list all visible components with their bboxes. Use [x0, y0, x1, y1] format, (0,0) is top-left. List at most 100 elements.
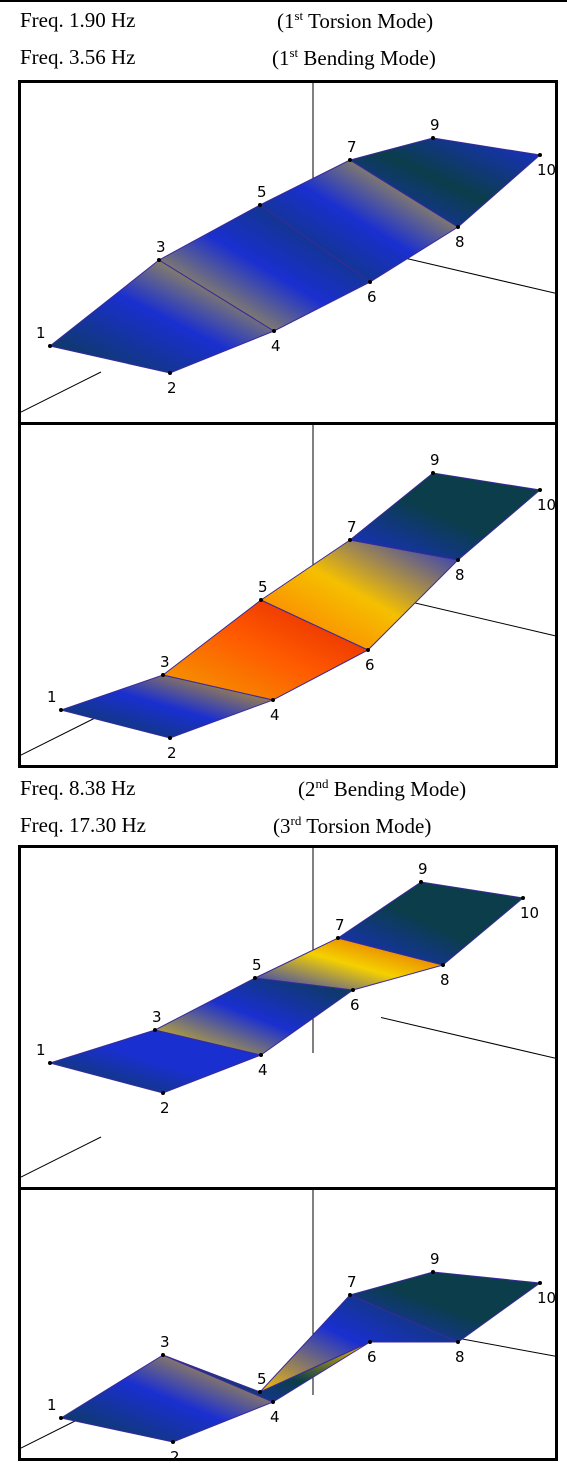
mode-num: (1: [272, 46, 290, 70]
node: [259, 598, 263, 602]
node: [368, 280, 372, 284]
mode-panel: 1 2 3 4 5 6 7 8 9 10: [18, 1187, 558, 1463]
node: [153, 1028, 157, 1032]
node-label: 2: [167, 379, 177, 397]
surface-patch: [59, 1354, 275, 1443]
mode: (1st Bending Mode): [272, 45, 436, 71]
freq: Freq. 1.90 Hz: [20, 8, 136, 32]
node-label: 4: [270, 706, 280, 724]
node-label: 3: [160, 1333, 170, 1351]
node: [348, 158, 352, 162]
node-label: 9: [430, 451, 440, 469]
mode-name: Torsion Mode): [303, 9, 434, 33]
node-label: 4: [258, 1061, 268, 1079]
node-label: 2: [170, 1448, 180, 1458]
node: [271, 1400, 275, 1404]
node-label: 1: [36, 324, 46, 342]
node: [348, 538, 352, 542]
node: [456, 558, 460, 562]
node-label: 3: [156, 238, 166, 256]
node: [368, 1340, 372, 1344]
node-label: 9: [430, 116, 440, 134]
node: [258, 203, 262, 207]
node: [419, 880, 423, 884]
freq: Freq. 8.38 Hz: [20, 776, 136, 800]
mode-sup: st: [289, 45, 299, 60]
node: [441, 963, 445, 967]
node-label: 5: [258, 578, 268, 596]
axis: [380, 252, 556, 294]
mode-panel: 1 2 3 4 5 6 7 8 9 10: [18, 80, 558, 425]
node-label: 2: [160, 1099, 170, 1117]
mode: (3rd Torsion Mode): [273, 813, 431, 839]
node-label: 10: [537, 496, 555, 514]
mode-plot: 1 2 3 4 5 6 7 8 9 10: [20, 425, 556, 762]
node-label: 10: [520, 904, 539, 922]
freq: Freq. 3.56 Hz: [20, 45, 136, 69]
node-label: 1: [36, 1041, 46, 1059]
node: [366, 648, 370, 652]
mode-plot: 1 2 3 4 5 6 7 8 9 10: [20, 83, 556, 413]
mode: (1st Torsion Mode): [277, 8, 433, 34]
mode-plot: 1 2 3 4 5 6 7 8 9 10: [20, 848, 556, 1178]
node-label: 6: [350, 996, 360, 1014]
node: [431, 471, 435, 475]
node: [161, 1353, 165, 1357]
mode-num: (3: [273, 814, 291, 838]
node: [521, 896, 525, 900]
node: [272, 329, 276, 333]
node-label: 8: [440, 971, 450, 989]
node: [538, 1281, 542, 1285]
node-label: 8: [455, 1348, 465, 1366]
node: [538, 488, 542, 492]
node: [348, 1293, 352, 1297]
node: [168, 371, 172, 375]
node: [431, 136, 435, 140]
node: [431, 1270, 435, 1274]
axis: [380, 1017, 556, 1059]
mode-panel: 1 2 3 4 5 6 7 8 9 10: [18, 845, 558, 1190]
node: [48, 344, 52, 348]
mode-sup: nd: [315, 776, 329, 791]
node: [351, 988, 355, 992]
node-label: 9: [430, 1250, 440, 1268]
node-label: 7: [335, 916, 345, 934]
node: [253, 976, 257, 980]
node: [538, 153, 542, 157]
node: [168, 736, 172, 740]
node-label: 5: [252, 956, 262, 974]
node: [48, 1061, 52, 1065]
mode-num: (2: [298, 777, 316, 801]
node: [336, 936, 340, 940]
node-label: 3: [160, 653, 170, 671]
node: [171, 1440, 175, 1444]
mode-sup: st: [294, 8, 304, 23]
mode-sup: rd: [290, 813, 302, 828]
node-label: 5: [257, 183, 267, 201]
node-label: 4: [270, 1408, 280, 1426]
node-label: 7: [347, 138, 357, 156]
node: [157, 258, 161, 262]
node: [258, 1390, 262, 1394]
node-label: 3: [152, 1008, 162, 1026]
mode-name: Bending Mode): [328, 777, 467, 801]
node: [59, 708, 63, 712]
node: [161, 1091, 165, 1095]
axis: [20, 371, 102, 413]
node: [456, 225, 460, 229]
node-label: 7: [347, 518, 357, 536]
node: [271, 698, 275, 702]
node-label: 6: [367, 288, 377, 306]
node-label: 6: [367, 1348, 377, 1366]
mode-num: (1: [277, 9, 295, 33]
node: [259, 1053, 263, 1057]
node: [161, 673, 165, 677]
mode-panel: 1 2 3 4 5 6 7 8 9 10: [18, 422, 558, 768]
node-label: 1: [47, 688, 57, 706]
node: [456, 1340, 460, 1344]
node-label: 7: [347, 1273, 357, 1291]
mode-plot: 1 2 3 4 5 6 7 8 9 10: [20, 1190, 556, 1463]
mode-name: Bending Mode): [298, 46, 436, 70]
axis: [20, 1136, 102, 1178]
